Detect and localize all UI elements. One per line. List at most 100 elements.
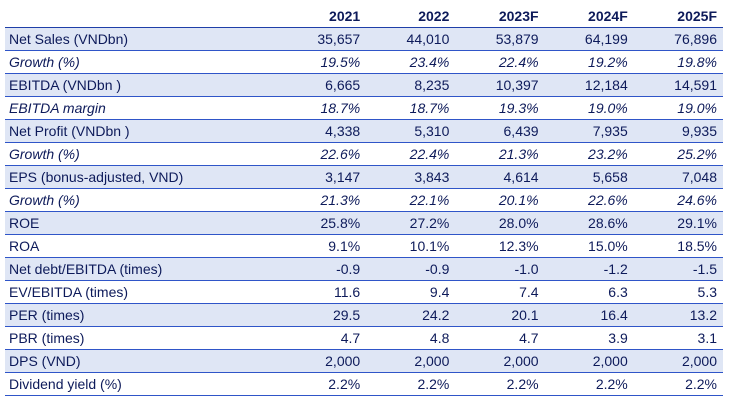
value-cell: 2,000 xyxy=(544,349,634,373)
value-cell: 14,591 xyxy=(633,73,723,97)
value-cell: 35,657 xyxy=(277,27,367,51)
value-cell: 53,879 xyxy=(455,27,545,51)
table-row: EBITDA margin 18.7% 18.7% 19.3% 19.0% 19.0% xyxy=(5,96,723,120)
table-row: Dividend yield (%) 2.2% 2.2% 2.2% 2.2% 2.2% xyxy=(5,372,723,396)
row-label: Growth (%) xyxy=(5,188,277,212)
row-label: ROE xyxy=(5,211,277,235)
value-cell: 6,439 xyxy=(455,119,545,143)
row-label: Dividend yield (%) xyxy=(5,372,277,396)
table-row: EBITDA (VNDbn ) 6,665 8,235 10,397 12,184 14,… xyxy=(5,73,723,97)
value-cell: 18.7% xyxy=(366,96,456,120)
table-row: ROE 25.8% 27.2% 28.0% 28.6% 29.1% xyxy=(5,211,723,235)
value-cell: 7,935 xyxy=(544,119,634,143)
value-cell: 22.4% xyxy=(455,50,545,74)
value-cell: 19.5% xyxy=(277,50,367,74)
row-label: EBITDA (VNDbn ) xyxy=(5,73,277,97)
value-cell: 28.6% xyxy=(544,211,634,235)
table-row: EV/EBITDA (times) 11.6 9.4 7.4 6.3 5.3 xyxy=(5,280,723,304)
value-cell: 7.4 xyxy=(455,280,545,304)
value-cell: 44,010 xyxy=(366,27,456,51)
value-cell: 9.1% xyxy=(277,234,367,258)
header-year-2021: 2021 xyxy=(277,5,367,28)
value-cell: 25.2% xyxy=(633,142,723,166)
table-row: Growth (%) 19.5% 23.4% 22.4% 19.2% 19.8% xyxy=(5,50,723,74)
value-cell: 6.3 xyxy=(544,280,634,304)
value-cell: 18.5% xyxy=(633,234,723,258)
header-label-cell xyxy=(5,5,277,28)
row-label: PBR (times) xyxy=(5,326,277,350)
value-cell: 3,843 xyxy=(366,165,456,189)
value-cell: 2,000 xyxy=(277,349,367,373)
value-cell: 29.1% xyxy=(633,211,723,235)
value-cell: 2.2% xyxy=(455,372,545,396)
value-cell: 24.6% xyxy=(633,188,723,212)
value-cell: 22.6% xyxy=(277,142,367,166)
value-cell: 15.0% xyxy=(544,234,634,258)
row-label: Net Profit (VNDbn ) xyxy=(5,119,277,143)
table-row: Net Profit (VNDbn ) 4,338 5,310 6,439 7,935 9… xyxy=(5,119,723,143)
value-cell: 24.2 xyxy=(366,303,456,327)
row-label: Growth (%) xyxy=(5,50,277,74)
value-cell: -0.9 xyxy=(277,257,367,281)
table-row: Net debt/EBITDA (times) -0.9 -0.9 -1.0 -1.2-… xyxy=(5,257,723,281)
row-label: Net debt/EBITDA (times) xyxy=(5,257,277,281)
header-year-2022: 2022 xyxy=(366,5,456,28)
value-cell: 4,614 xyxy=(455,165,545,189)
table-row: PER (times) 29.5 24.2 20.1 16.4 13.2 xyxy=(5,303,723,327)
value-cell: 3.1 xyxy=(633,326,723,350)
row-label: EV/EBITDA (times) xyxy=(5,280,277,304)
value-cell: 19.3% xyxy=(455,96,545,120)
table-row: EPS (bonus-adjusted, VND) 3,147 3,843 4,614… xyxy=(5,165,723,189)
value-cell: 20.1 xyxy=(455,303,545,327)
value-cell: 2,000 xyxy=(633,349,723,373)
table-row: Net Sales (VNDbn) 35,657 44,010 53,879 64,19… xyxy=(5,27,723,51)
table-row: Growth (%) 21.3% 22.1% 20.1% 22.6% 24.6% xyxy=(5,188,723,212)
financial-forecast-table: 2021 2022 2023F 2024F 2025F Net Sales (V… xyxy=(5,5,723,396)
value-cell: 23.4% xyxy=(366,50,456,74)
value-cell: 2.2% xyxy=(544,372,634,396)
value-cell: 4.7 xyxy=(455,326,545,350)
value-cell: 5.3 xyxy=(633,280,723,304)
value-cell: 28.0% xyxy=(455,211,545,235)
value-cell: 13.2 xyxy=(633,303,723,327)
header-row: 2021 2022 2023F 2024F 2025F xyxy=(5,5,723,28)
value-cell: 23.2% xyxy=(544,142,634,166)
table-row: Growth (%) 22.6% 22.4% 21.3% 23.2% 25.2% xyxy=(5,142,723,166)
value-cell: 19.2% xyxy=(544,50,634,74)
value-cell: 3.9 xyxy=(544,326,634,350)
header-year-2024f: 2024F xyxy=(544,5,634,28)
value-cell: 2.2% xyxy=(633,372,723,396)
value-cell: 22.1% xyxy=(366,188,456,212)
value-cell: 3,147 xyxy=(277,165,367,189)
value-cell: 29.5 xyxy=(277,303,367,327)
row-label: Growth (%) xyxy=(5,142,277,166)
value-cell: 20.1% xyxy=(455,188,545,212)
row-label: EPS (bonus-adjusted, VND) xyxy=(5,165,277,189)
value-cell: 2,000 xyxy=(455,349,545,373)
value-cell: 2,000 xyxy=(366,349,456,373)
header-year-2023f: 2023F xyxy=(455,5,545,28)
value-cell: 10,397 xyxy=(455,73,545,97)
value-cell: 22.6% xyxy=(544,188,634,212)
value-cell: 5,310 xyxy=(366,119,456,143)
table-row: DPS (VND) 2,000 2,000 2,000 2,000 2,000 xyxy=(5,349,723,373)
value-cell: 18.7% xyxy=(277,96,367,120)
value-cell: 21.3% xyxy=(277,188,367,212)
value-cell: 2.2% xyxy=(366,372,456,396)
value-cell: 27.2% xyxy=(366,211,456,235)
value-cell: 4.8 xyxy=(366,326,456,350)
table-row: ROA 9.1% 10.1% 12.3% 15.0% 18.5% xyxy=(5,234,723,258)
table-body: Net Sales (VNDbn) 35,657 44,010 53,879 64,19… xyxy=(5,27,723,396)
value-cell: 7,048 xyxy=(633,165,723,189)
value-cell: 21.3% xyxy=(455,142,545,166)
value-cell: 25.8% xyxy=(277,211,367,235)
value-cell: -0.9 xyxy=(366,257,456,281)
value-cell: 64,199 xyxy=(544,27,634,51)
row-label: DPS (VND) xyxy=(5,349,277,373)
value-cell: 19.8% xyxy=(633,50,723,74)
value-cell: -1.5 xyxy=(633,257,723,281)
value-cell: 12.3% xyxy=(455,234,545,258)
value-cell: 10.1% xyxy=(366,234,456,258)
value-cell: 12,184 xyxy=(544,73,634,97)
value-cell: 11.6 xyxy=(277,280,367,304)
